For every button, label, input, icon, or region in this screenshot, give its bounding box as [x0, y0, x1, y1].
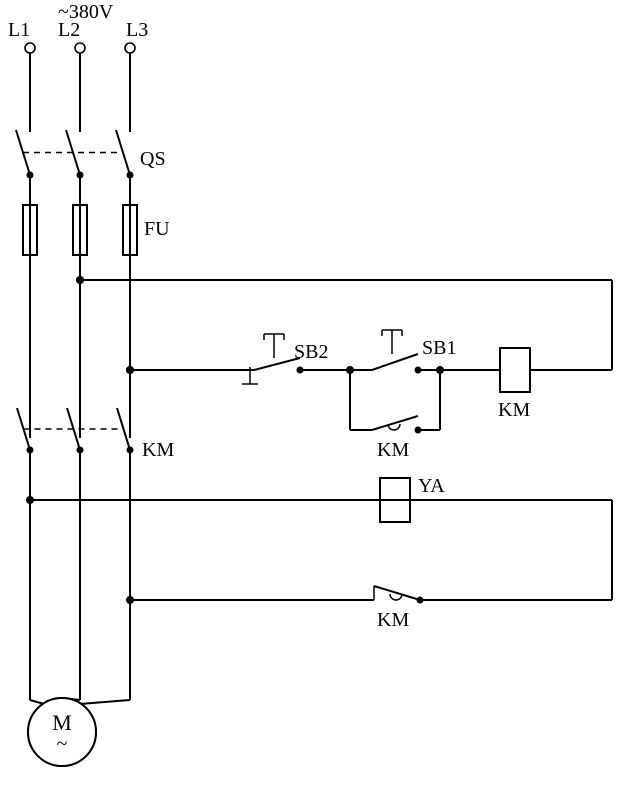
svg-text:SB2: SB2	[294, 341, 328, 363]
svg-text:L3: L3	[126, 19, 148, 41]
svg-text:SB1: SB1	[422, 337, 456, 359]
svg-text:L2: L2	[58, 19, 80, 41]
svg-text:YA: YA	[418, 475, 445, 497]
svg-text:FU: FU	[144, 218, 170, 240]
svg-text:KM: KM	[377, 609, 409, 631]
svg-text:KM: KM	[142, 439, 174, 461]
svg-text:KM: KM	[377, 439, 409, 461]
svg-text:QS: QS	[140, 148, 166, 170]
wiring-diagram: ~380VL1L2L3QSFUKMSB2SB1KMKMYAKMM~	[0, 0, 640, 787]
svg-text:~: ~	[57, 733, 68, 755]
svg-text:L1: L1	[8, 19, 30, 41]
svg-text:M: M	[52, 710, 72, 735]
svg-text:KM: KM	[498, 399, 530, 421]
